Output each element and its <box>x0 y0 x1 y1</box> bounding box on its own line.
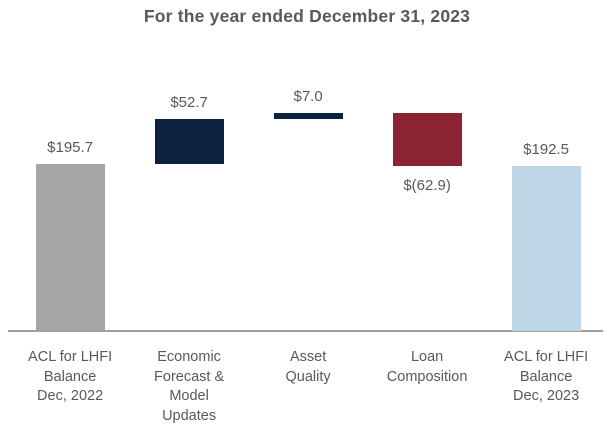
x-axis-category-label: Asset Quality <box>285 349 331 385</box>
waterfall-bar <box>273 112 343 119</box>
x-axis-category-label: Loan Composition <box>386 349 468 385</box>
waterfall-bar <box>35 163 105 331</box>
bar-value-label: $52.7 <box>170 93 208 111</box>
x-axis-category-label: Economic Forecast & Model Updates <box>154 349 225 424</box>
chart-title: For the year ended December 31, 2023 <box>143 6 471 26</box>
x-axis-category-label: ACL for LHFI Balance Dec, 2022 <box>28 349 113 404</box>
waterfall-bar <box>154 118 224 164</box>
x-axis-category-label: ACL for LHFI Balance Dec, 2023 <box>504 349 589 404</box>
bar-value-label: $195.7 <box>47 138 94 156</box>
bar-value-label: $7.0 <box>293 87 323 105</box>
bar-value-label: $(62.9) <box>403 177 451 195</box>
waterfall-bar <box>511 166 581 331</box>
waterfall-bar <box>392 112 462 167</box>
x-axis-line <box>8 330 603 332</box>
bar-value-label: $192.5 <box>523 141 570 159</box>
